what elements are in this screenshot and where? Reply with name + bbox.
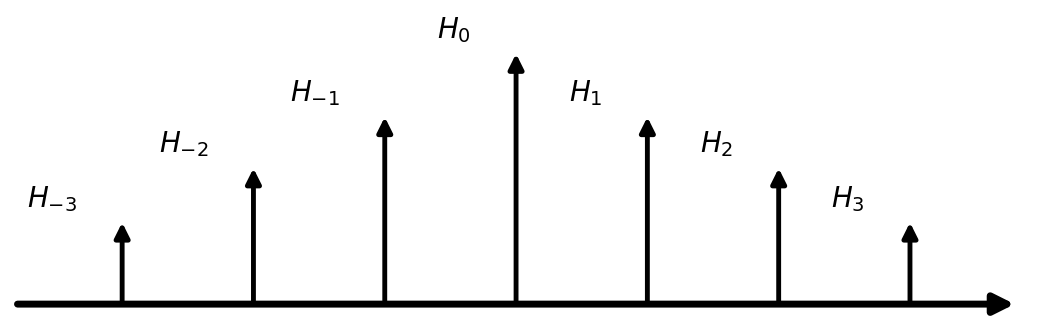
Text: $H_{0}$: $H_{0}$: [437, 15, 471, 45]
Text: $H_{-3}$: $H_{-3}$: [26, 184, 77, 214]
Text: $H_{2}$: $H_{2}$: [700, 130, 733, 160]
Text: $H_{1}$: $H_{1}$: [568, 78, 602, 108]
Text: $H_{-2}$: $H_{-2}$: [158, 130, 208, 160]
Text: $H_{3}$: $H_{3}$: [831, 184, 865, 214]
Text: $H_{-1}$: $H_{-1}$: [289, 78, 339, 108]
